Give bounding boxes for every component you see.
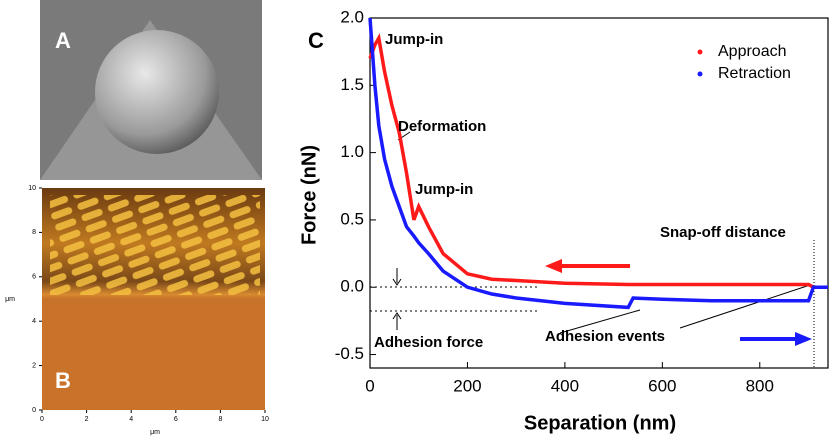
x-tick-label: 2	[85, 416, 89, 423]
y-tick-label: 0.5	[340, 209, 364, 228]
y-tick-label: 10	[28, 185, 36, 192]
y-tick-label: 6	[32, 274, 36, 281]
x-tick-label: 800	[746, 376, 774, 395]
annotation: Snap-off distance	[660, 224, 786, 241]
y-tick-label: 4	[32, 318, 36, 325]
arrow	[545, 259, 562, 273]
x-axis-label: μm	[150, 429, 160, 436]
panel-label: C	[308, 28, 324, 53]
legend-label: Approach	[718, 43, 787, 60]
x-tick-label: 0	[365, 376, 374, 395]
y-axis-label: Force (nN)	[298, 145, 320, 245]
y-tick-label: -0.5	[335, 344, 364, 363]
legend-marker	[697, 49, 703, 55]
y-tick-label: 0.0	[340, 277, 364, 296]
annotation: Jump-in	[385, 31, 443, 48]
y-tick-label: 8	[32, 229, 36, 236]
arrow	[392, 268, 402, 330]
x-tick-label: 8	[218, 416, 222, 423]
legend-label: Retraction	[718, 65, 791, 82]
y-tick-label: 2.0	[340, 7, 364, 26]
annotation: Deformation	[398, 118, 486, 135]
y-tick-label: 1.5	[340, 75, 364, 94]
annotation: Jump-in	[415, 181, 473, 198]
plot-frame	[369, 17, 829, 369]
panel-label: A	[55, 28, 71, 53]
data-line	[368, 17, 828, 310]
annotation: Adhesion force	[374, 334, 483, 351]
annotation: Adhesion events	[545, 328, 665, 345]
y-axis-label: μm	[5, 296, 15, 303]
legend-marker	[697, 71, 703, 77]
bacteria	[50, 195, 260, 295]
y-tick-label: 2	[32, 362, 36, 369]
panel-label: B	[55, 368, 71, 393]
y-tick-label: 1.0	[340, 142, 364, 161]
microsphere	[95, 30, 219, 154]
x-tick-label: 10	[261, 416, 269, 423]
data-line	[368, 33, 828, 289]
x-tick-label: 0	[40, 416, 44, 423]
arrow	[795, 332, 812, 346]
x-tick-label: 200	[453, 376, 481, 395]
x-tick-label: 4	[129, 416, 133, 423]
x-tick-label: 400	[551, 376, 579, 395]
x-axis-label: Separation (nm)	[524, 412, 676, 434]
x-tick-label: 6	[174, 416, 178, 423]
x-tick-label: 600	[648, 376, 676, 395]
y-tick-label: 0	[32, 407, 36, 414]
